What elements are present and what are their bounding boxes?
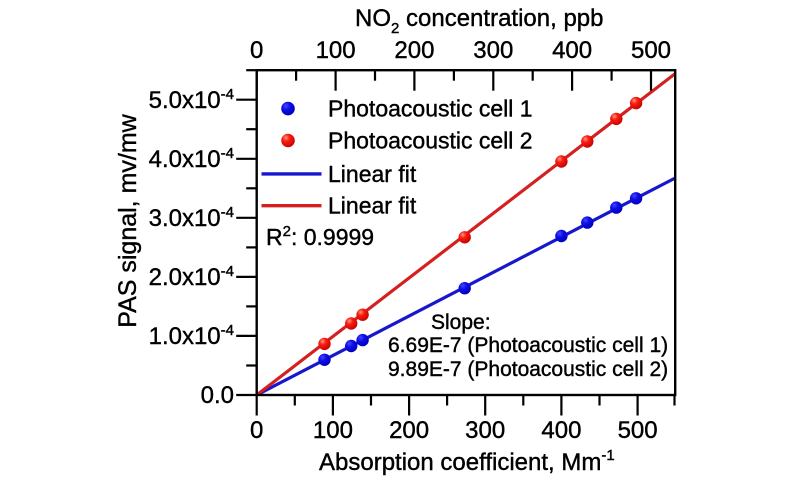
svg-text:Linear fit: Linear fit <box>328 193 417 219</box>
svg-text:400: 400 <box>552 37 592 64</box>
svg-text:500: 500 <box>631 37 671 64</box>
svg-text:Photoacoustic cell 1: Photoacoustic cell 1 <box>328 96 533 122</box>
svg-text:Photoacoustic cell 2: Photoacoustic cell 2 <box>328 128 533 154</box>
svg-text:5.0x10-4: 5.0x10-4 <box>149 86 234 114</box>
svg-text:Linear fit: Linear fit <box>328 161 417 187</box>
svg-text:R2: 0.9999: R2: 0.9999 <box>266 223 374 250</box>
svg-text:400: 400 <box>541 417 581 444</box>
svg-text:4.0x10-4: 4.0x10-4 <box>149 145 234 173</box>
svg-text:Absorption coefficient, Mm-1: Absorption coefficient, Mm-1 <box>319 447 615 476</box>
svg-text:0: 0 <box>250 417 263 444</box>
svg-text:0: 0 <box>250 37 263 64</box>
svg-text:200: 200 <box>394 37 434 64</box>
svg-text:300: 300 <box>465 417 505 444</box>
svg-text:300: 300 <box>473 37 513 64</box>
svg-text:6.69E-7 (Photoacoustic cell 1): 6.69E-7 (Photoacoustic cell 1) <box>388 334 668 357</box>
svg-text:500: 500 <box>618 417 658 444</box>
svg-text:100: 100 <box>313 417 353 444</box>
svg-text:Slope:: Slope: <box>431 311 491 334</box>
svg-text:2.0x10-4: 2.0x10-4 <box>149 263 234 291</box>
svg-text:100: 100 <box>316 37 356 64</box>
svg-text:9.89E-7 (Photoacoustic cell 2): 9.89E-7 (Photoacoustic cell 2) <box>388 358 668 381</box>
svg-text:NO2 concentration, ppb: NO2 concentration, ppb <box>355 5 603 37</box>
svg-text:PAS signal, mv/mw: PAS signal, mv/mw <box>114 113 142 327</box>
svg-text:3.0x10-4: 3.0x10-4 <box>149 204 234 232</box>
svg-text:1.0x10-4: 1.0x10-4 <box>149 322 234 350</box>
svg-text:0.0: 0.0 <box>201 382 234 409</box>
svg-text:200: 200 <box>389 417 429 444</box>
